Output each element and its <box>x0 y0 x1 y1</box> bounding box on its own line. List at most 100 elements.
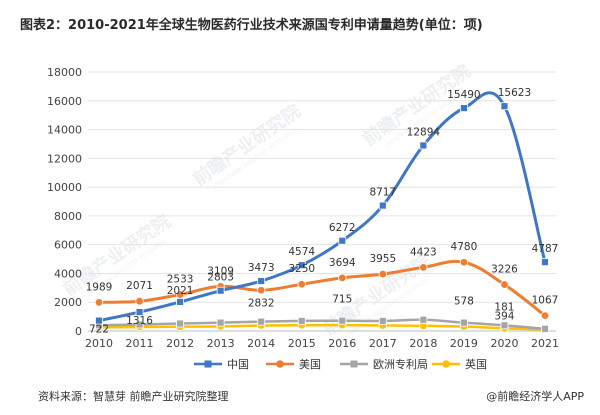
data-point <box>460 318 468 327</box>
data-point <box>500 280 509 289</box>
y-axis-ticks: 0 2000 4000 6000 8000 10000 12000 14000 16000 180… <box>47 66 82 338</box>
data-label: 15623 <box>498 87 531 99</box>
data-label: 1316 <box>126 315 153 327</box>
data-point <box>95 316 103 325</box>
data-point <box>256 286 266 295</box>
legend-item-1: 美国 <box>266 358 321 371</box>
data-point <box>135 308 144 316</box>
data-point <box>297 261 306 270</box>
data-point <box>378 269 388 279</box>
y-tick-label: 18000 <box>47 66 82 79</box>
data-point <box>216 318 225 327</box>
legend-item-3: 英国 <box>432 357 487 371</box>
source-label: 资料来源： <box>38 390 93 403</box>
legend-item-2: 欧洲专利局 <box>340 357 428 371</box>
x-tick-label: 2014 <box>247 337 275 350</box>
data-label: 394 <box>494 310 514 322</box>
y-tick-label: 2000 <box>54 296 82 309</box>
data-point <box>176 298 184 306</box>
y-tick-label: 0 <box>75 325 82 338</box>
data-point <box>94 298 104 307</box>
x-tick-label: 2018 <box>409 337 437 350</box>
data-point <box>419 315 428 324</box>
data-point <box>378 201 387 210</box>
data-label: 2803 <box>207 272 234 284</box>
legend-label: 英国 <box>465 357 487 371</box>
data-point <box>541 258 549 267</box>
y-tick-label: 4000 <box>54 267 82 280</box>
data-point <box>216 286 225 295</box>
data-label: 4787 <box>532 243 559 255</box>
data-point <box>378 317 387 325</box>
data-point <box>257 317 266 326</box>
data-label: 2071 <box>126 280 153 292</box>
data-point <box>297 317 306 325</box>
data-point <box>500 321 509 330</box>
data-label: 722 <box>89 324 109 336</box>
y-tick-label: 6000 <box>54 239 82 252</box>
source-value: 智慧芽 前瞻产业研究院整理 <box>93 390 229 403</box>
data-label: 3473 <box>248 262 275 274</box>
data-label: 1067 <box>532 295 559 307</box>
data-point <box>419 141 428 150</box>
y-tick-label: 16000 <box>47 95 82 108</box>
data-point <box>176 319 184 328</box>
data-label: 4780 <box>451 241 478 253</box>
data-point <box>338 316 347 325</box>
data-label: 15490 <box>447 89 480 101</box>
y-tick-label: 8000 <box>54 210 82 223</box>
x-axis-ticks: 2010 2011 2012 2013 2014 2015 2016 2017 2018 2019… <box>85 337 559 350</box>
data-label: 2533 <box>167 274 194 286</box>
y-tick-label: 14000 <box>47 124 82 137</box>
brand-credit: @前瞻经济学人APP <box>486 390 584 403</box>
data-point <box>500 102 509 111</box>
data-label: 3109 <box>207 265 234 277</box>
x-tick-label: 2010 <box>85 337 113 350</box>
data-label: 1989 <box>86 281 113 293</box>
data-point <box>419 263 428 272</box>
data-point <box>135 320 144 329</box>
legend-marker <box>204 360 212 368</box>
data-label: 578 <box>454 296 474 308</box>
data-point <box>297 280 306 289</box>
legend: 中国 美国 欧洲专利局 英国 <box>194 357 487 371</box>
x-tick-label: 2013 <box>207 337 235 350</box>
x-tick-label: 2021 <box>531 337 559 350</box>
legend-marker <box>442 360 450 368</box>
x-tick-label: 2019 <box>450 337 478 350</box>
data-label: 3250 <box>288 263 315 275</box>
watermark-text: 前瞻产业研究院 <box>59 210 175 300</box>
data-point <box>460 104 468 113</box>
data-point <box>135 297 144 306</box>
x-tick-label: 2011 <box>126 337 154 350</box>
data-point <box>540 311 550 320</box>
y-tick-label: 10000 <box>47 181 82 194</box>
series-lines <box>94 91 550 334</box>
legend-label: 欧洲专利局 <box>373 357 428 371</box>
legend-label: 中国 <box>227 358 249 371</box>
y-tick-label: 12000 <box>47 152 82 165</box>
data-label: 3694 <box>329 257 356 269</box>
legend-item-0: 中国 <box>194 358 249 371</box>
data-label: 8717 <box>369 187 396 199</box>
data-point <box>338 236 347 245</box>
data-label: 12894 <box>407 126 441 138</box>
data-label: 3226 <box>491 264 518 276</box>
data-label: 715 <box>332 294 352 306</box>
x-tick-label: 2017 <box>369 337 397 350</box>
data-label: 4574 <box>288 246 315 258</box>
legend-marker <box>350 360 358 368</box>
legend-marker <box>276 360 284 368</box>
chart-title: 图表2：2010-2021年全球生物医药行业技术来源国专利申请量趋势(单位：项) <box>20 18 483 33</box>
data-label: 6272 <box>329 222 356 234</box>
x-tick-label: 2015 <box>288 337 316 350</box>
data-label: 3955 <box>369 253 396 265</box>
data-point <box>338 273 347 283</box>
data-labels: 722 1316 2021 2803 3473 4574 6272 8717 12894 1549… <box>86 87 559 335</box>
x-tick-label: 2012 <box>166 337 194 350</box>
x-tick-label: 2020 <box>490 337 518 350</box>
x-tick-label: 2016 <box>328 337 356 350</box>
